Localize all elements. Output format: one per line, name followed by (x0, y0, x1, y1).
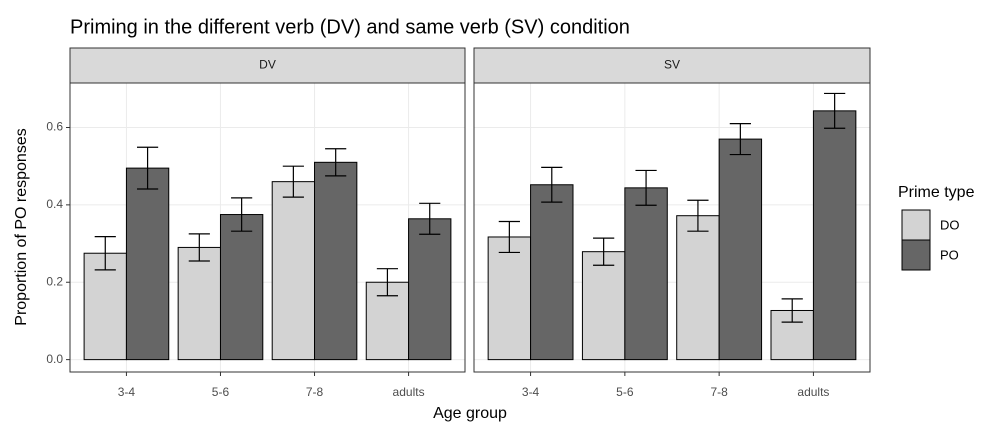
strip (69, 47, 466, 84)
error-bar (188, 233, 210, 262)
panel-border (473, 82, 871, 373)
bar (125, 167, 170, 361)
y-tick-label: 0.4 (46, 197, 63, 211)
strip (473, 47, 871, 84)
panel-border (69, 82, 466, 373)
legend-title: Prime type (898, 184, 975, 201)
bar (624, 187, 668, 361)
chart-title: Priming in the different verb (DV) and s… (70, 16, 630, 38)
error-bar (687, 199, 709, 232)
bar (530, 184, 574, 361)
bar (676, 215, 720, 361)
bar (487, 236, 532, 361)
bar (314, 161, 358, 361)
legend-key (901, 239, 931, 271)
bar (83, 252, 127, 361)
error-bar (325, 148, 347, 177)
bar (718, 138, 763, 361)
y-tick-label: 0.2 (46, 274, 63, 288)
bar (219, 214, 264, 361)
x-tick-label: 3-4 (522, 385, 540, 399)
error-bar (376, 268, 398, 297)
x-tick-label: 7-8 (306, 385, 324, 399)
x-tick-label: 7-8 (710, 385, 728, 399)
x-tick-label: 5-6 (212, 385, 230, 399)
error-bar (419, 202, 441, 235)
error-bar (282, 165, 304, 198)
bar (271, 181, 316, 361)
legend-label: DO (940, 217, 960, 232)
error-bar (781, 298, 803, 323)
bar (408, 218, 452, 361)
x-tick-label: adults (797, 385, 829, 399)
y-tick-label: 0.0 (46, 352, 63, 366)
error-bar (231, 197, 253, 232)
bar (812, 110, 857, 361)
legend-key (901, 209, 931, 241)
bar (581, 251, 626, 361)
y-tick-label: 0.6 (46, 120, 63, 134)
x-tick-label: 3-4 (118, 385, 136, 399)
error-bar (498, 220, 520, 254)
error-bar (635, 169, 657, 206)
x-axis-label: Age group (433, 405, 507, 422)
error-bar (824, 92, 846, 129)
error-bar (593, 237, 615, 266)
error-bar (137, 146, 159, 190)
facet-label: DV (259, 58, 276, 72)
x-tick-label: 5-6 (616, 385, 634, 399)
x-tick-label: adults (393, 385, 425, 399)
error-bar (729, 123, 751, 156)
y-axis-label: Proportion of PO responses (13, 128, 30, 325)
legend-label: PO (940, 247, 959, 262)
bar (177, 246, 221, 361)
error-bar (94, 235, 116, 271)
facet-label: SV (664, 58, 680, 72)
error-bar (541, 166, 563, 203)
